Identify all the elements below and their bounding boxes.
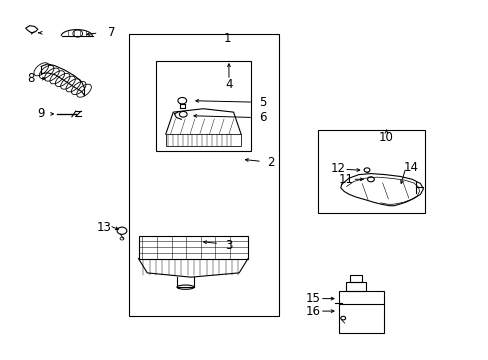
Text: 12: 12 — [330, 162, 345, 175]
Text: 6: 6 — [259, 111, 266, 124]
Text: 15: 15 — [305, 292, 320, 305]
Text: 10: 10 — [378, 131, 393, 144]
Text: 1: 1 — [224, 32, 231, 45]
Bar — [346, 282, 366, 291]
Bar — [138, 236, 247, 259]
Text: 11: 11 — [338, 173, 353, 186]
Text: 7: 7 — [108, 26, 116, 39]
Text: 9: 9 — [38, 107, 45, 120]
Bar — [165, 134, 241, 146]
Text: 14: 14 — [403, 161, 417, 174]
Text: 4: 4 — [225, 78, 232, 91]
Bar — [128, 33, 278, 316]
Text: 13: 13 — [97, 221, 112, 234]
Text: 5: 5 — [259, 96, 266, 109]
Bar — [318, 130, 425, 213]
Text: 8: 8 — [27, 72, 34, 85]
Text: 2: 2 — [267, 156, 274, 169]
Text: 3: 3 — [225, 239, 232, 252]
Bar — [156, 61, 250, 151]
Bar — [339, 291, 383, 333]
Bar — [350, 275, 361, 282]
Text: 16: 16 — [305, 305, 321, 318]
